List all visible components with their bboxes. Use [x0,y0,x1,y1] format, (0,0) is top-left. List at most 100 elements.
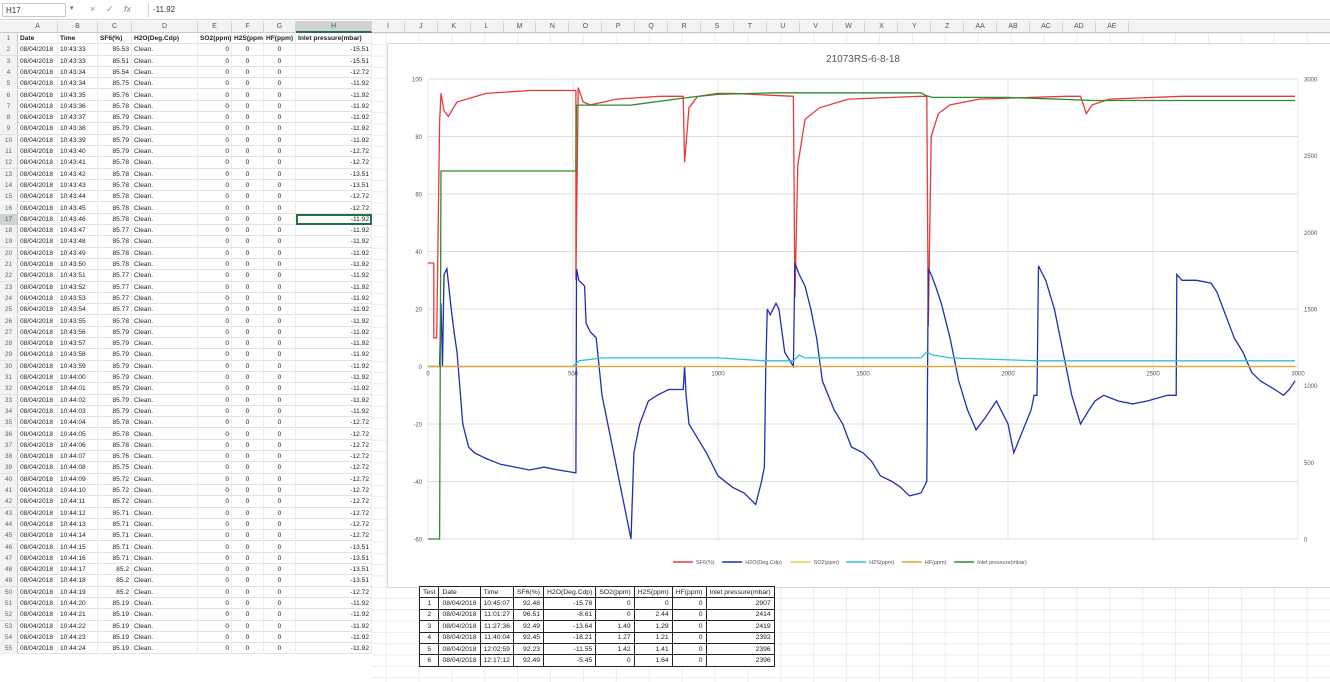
cell-hf[interactable]: 0 [264,518,296,530]
column-header-k[interactable]: K [438,21,471,33]
cell-hf[interactable]: 0 [264,496,296,508]
cell-h2s[interactable]: 0 [232,507,264,519]
summary-cell[interactable]: 1.42 [595,642,635,656]
summary-cell[interactable]: 2396 [705,654,775,667]
cell-date[interactable]: 08/04/2018 [18,44,58,56]
cell-state[interactable]: Clean. [132,326,198,338]
cell-so2[interactable]: 0 [198,428,232,440]
cell-state[interactable]: Clean. [132,620,198,632]
cell-time[interactable]: 10:43:41 [58,157,98,169]
cell-h2s[interactable]: 0 [232,270,264,282]
row-number[interactable]: 17 [0,213,18,225]
cell-hf[interactable]: 0 [264,213,296,225]
cell-p[interactable]: -11.92 [296,304,372,316]
row-number[interactable]: 5 [0,78,18,90]
cell-state[interactable]: Clean. [132,304,198,316]
cell-p[interactable]: -11.92 [296,349,372,361]
cell-time[interactable]: 10:43:35 [58,89,98,101]
cell-sf6[interactable]: 85.77 [98,292,132,304]
cell-sf6[interactable]: 85.78 [98,236,132,248]
row-number[interactable]: 22 [0,270,18,282]
cell-h2s[interactable]: 0 [232,179,264,191]
cell-date[interactable]: 08/04/2018 [18,270,58,282]
cell-so2[interactable]: 0 [198,100,232,112]
summary-cell[interactable]: 4 [418,631,440,644]
cell-time[interactable]: 10:43:39 [58,134,98,146]
cell-sf6[interactable]: 85.19 [98,609,132,621]
cell-time[interactable]: 10:44:07 [58,451,98,463]
cell-p[interactable]: -11.92 [296,270,372,282]
cell-so2[interactable]: 0 [198,598,232,609]
column-header-c[interactable]: C [98,21,132,33]
cell-sf6[interactable]: 85.71 [98,541,132,553]
summary-cell[interactable]: 0 [595,608,635,622]
cell-h2s[interactable]: 0 [232,541,264,553]
row-number[interactable]: 50 [0,586,18,598]
cell-state[interactable]: Clean. [132,134,198,146]
cell-state[interactable]: Clean. [132,100,198,112]
cell-date[interactable]: 08/04/2018 [18,586,58,598]
cell-sf6[interactable]: 85.76 [98,89,132,101]
cell-state[interactable]: Clean. [132,191,198,203]
column-header-x[interactable]: X [866,21,899,33]
summary-cell[interactable]: 0 [671,631,707,644]
cell-date[interactable]: 08/04/2018 [18,202,58,214]
cell-sf6[interactable]: 85.71 [98,530,132,542]
cell-so2[interactable]: 0 [198,123,232,135]
summary-cell[interactable]: -13.64 [543,620,597,633]
cell-time[interactable]: 10:43:34 [58,66,98,78]
function-icon[interactable]: fx [124,4,132,14]
header-cell[interactable]: Time [58,33,98,44]
cell-p[interactable]: -11.92 [296,315,372,327]
row-number[interactable]: 40 [0,473,18,485]
column-header-o[interactable]: O [569,21,603,33]
cell-h2s[interactable]: 0 [232,44,264,56]
cell-p[interactable]: -11.92 [296,89,372,101]
cell-date[interactable]: 08/04/2018 [18,620,58,632]
cell-h2s[interactable]: 0 [232,383,264,395]
row-number[interactable]: 7 [0,100,18,112]
cell-date[interactable]: 08/04/2018 [18,507,58,519]
column-header-e[interactable]: E [198,21,232,33]
cell-so2[interactable]: 0 [198,564,232,576]
summary-cell[interactable]: 1.64 [633,654,673,667]
column-header-ae[interactable]: AE [1096,21,1129,33]
cell-state[interactable]: Clean. [132,270,198,282]
cell-p[interactable]: -11.92 [296,631,372,643]
row-number[interactable]: 23 [0,281,18,293]
summary-cell[interactable]: 3 [418,620,440,633]
column-header-v[interactable]: V [800,21,833,33]
cell-time[interactable]: 10:43:57 [58,338,98,350]
cell-so2[interactable]: 0 [198,541,232,553]
cell-h2s[interactable]: 0 [232,575,264,587]
cell-hf[interactable]: 0 [264,360,296,372]
cell-hf[interactable]: 0 [264,78,296,90]
cell-so2[interactable]: 0 [198,270,232,282]
column-header-w[interactable]: W [833,21,866,33]
cell-p[interactable]: -13.51 [296,552,372,564]
cell-time[interactable]: 10:43:45 [58,202,98,214]
summary-cell[interactable]: 2 [418,608,440,622]
cell-h2s[interactable]: 0 [232,123,264,135]
cell-so2[interactable]: 0 [198,507,232,519]
summary-cell[interactable]: 1 [418,597,440,610]
cell-sf6[interactable]: 85.79 [98,123,132,135]
header-cell[interactable]: HF(ppm) [264,33,296,44]
cell-time[interactable]: 10:44:05 [58,428,98,440]
cell-hf[interactable]: 0 [264,428,296,440]
cell-h2s[interactable]: 0 [232,451,264,463]
cell-sf6[interactable]: 85.79 [98,349,132,361]
cell-hf[interactable]: 0 [264,620,296,632]
cell-hf[interactable]: 0 [264,349,296,361]
cell-hf[interactable]: 0 [264,134,296,146]
cell-sf6[interactable]: 85.72 [98,473,132,485]
summary-cell[interactable]: 1.41 [633,642,673,656]
summary-cell[interactable]: 2907 [705,597,775,610]
cell-so2[interactable]: 0 [198,360,232,372]
cell-date[interactable]: 08/04/2018 [18,225,58,237]
cell-so2[interactable]: 0 [198,349,232,361]
cell-sf6[interactable]: 85.79 [98,372,132,383]
cell-h2s[interactable]: 0 [232,213,264,225]
cell-state[interactable]: Clean. [132,631,198,643]
cell-p[interactable]: -11.92 [296,236,372,248]
